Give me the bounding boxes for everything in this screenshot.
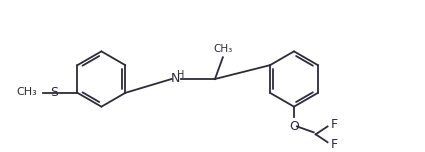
Text: O: O xyxy=(289,119,299,133)
Text: S: S xyxy=(50,86,58,99)
Text: F: F xyxy=(331,138,337,151)
Text: CH₃: CH₃ xyxy=(213,44,232,54)
Text: N: N xyxy=(171,72,180,85)
Text: H: H xyxy=(177,70,184,80)
Text: CH₃: CH₃ xyxy=(16,87,37,97)
Text: F: F xyxy=(331,118,337,131)
